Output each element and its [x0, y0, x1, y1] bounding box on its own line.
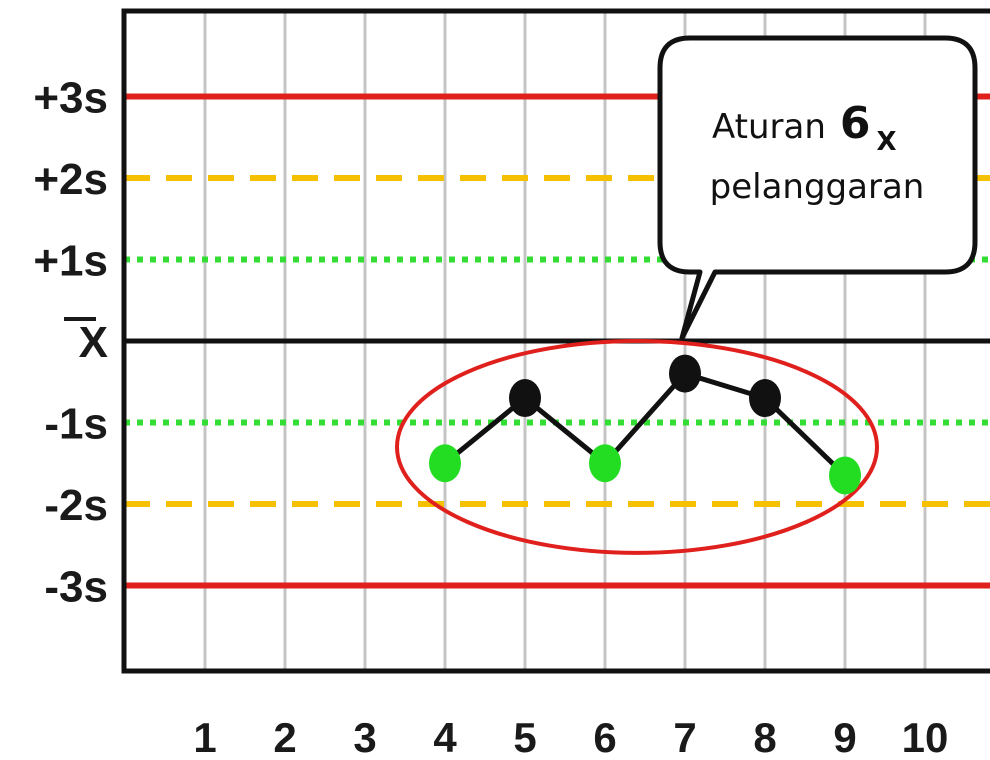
callout: Aturan 6 X pelanggaran	[657, 35, 978, 341]
x-tick-label-9: 9	[833, 714, 856, 760]
data-point-9	[829, 456, 861, 495]
x-tick-label-10: 10	[902, 714, 949, 760]
series-polyline	[443, 370, 847, 478]
x-tick-label-8: 8	[753, 714, 776, 760]
y-tick-label-2: +1s	[33, 237, 108, 286]
x-tick-label-3: 3	[353, 714, 376, 760]
y-tick-label-5: -2s	[44, 481, 108, 530]
callout-bubble	[657, 35, 978, 341]
callout-rule-subscript: X	[877, 127, 897, 157]
y-tick-label-4: -1s	[44, 400, 108, 449]
callout-line1: Aturan	[712, 107, 826, 147]
data-point-7	[669, 354, 701, 393]
data-point-5	[509, 379, 541, 418]
y-tick-label-0: +3s	[33, 74, 108, 123]
x-tick-labels: 1 2 3 4 5 6 7 8 9 10	[193, 714, 948, 760]
x-tick-label-6: 6	[593, 714, 616, 760]
x-tick-label-4: 4	[433, 714, 457, 760]
plot-frame	[121, 8, 990, 674]
y-tick-labels: +3s +2s +1s X -1s -2s -3s	[33, 74, 108, 612]
highlight-ellipse	[395, 339, 879, 555]
x-tick-label-2: 2	[273, 714, 296, 760]
y-tick-label-1: +2s	[33, 155, 108, 204]
y-tick-label-6: -3s	[44, 563, 108, 612]
x-tick-label-1: 1	[193, 714, 216, 760]
y-tick-label-3: X	[79, 318, 108, 367]
callout-line2: pelanggaran	[710, 167, 925, 207]
limit-lines	[124, 93, 990, 589]
series-points	[429, 354, 861, 495]
series-line	[443, 370, 847, 478]
highlight-ellipse-group	[395, 339, 879, 555]
data-point-4	[429, 444, 461, 483]
svg-text:Aturan 6 X: Aturan 6 X	[712, 98, 897, 157]
data-point-6	[589, 444, 621, 483]
callout-rule-number: 6	[840, 98, 871, 149]
data-point-8	[749, 379, 781, 418]
x-tick-label-7: 7	[673, 714, 696, 760]
x-tick-label-5: 5	[513, 714, 536, 760]
